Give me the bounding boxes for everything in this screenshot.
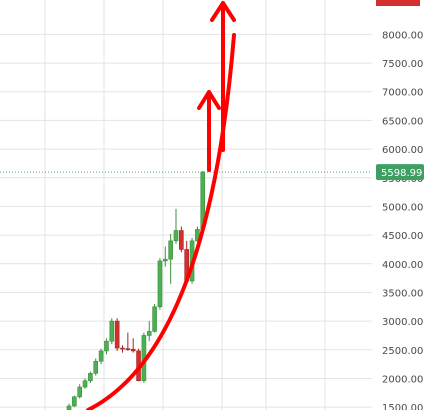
candle-body <box>98 350 104 362</box>
candle <box>104 338 109 355</box>
candle-body <box>88 373 93 382</box>
candle <box>72 395 77 408</box>
top-price-tag <box>376 0 420 6</box>
y-tick-label: 7500.00 <box>382 59 423 70</box>
y-tick-label: 4000.00 <box>382 260 423 271</box>
candle <box>109 318 115 345</box>
candle-body <box>66 405 72 410</box>
annotation-curve <box>86 33 236 410</box>
candle-body <box>109 320 115 342</box>
annotations <box>86 1 236 410</box>
candle-body <box>179 230 184 250</box>
candle-body <box>157 260 163 308</box>
candle-body <box>125 348 131 350</box>
candle <box>93 358 99 376</box>
candle <box>157 258 163 310</box>
candle <box>114 318 120 351</box>
candle <box>146 321 152 342</box>
candle-body <box>72 396 77 407</box>
candle <box>168 233 173 284</box>
annotation-arrow-short <box>197 90 221 172</box>
candle <box>152 303 157 333</box>
annotation-arrow-tall <box>210 1 236 152</box>
candle-body <box>93 360 99 374</box>
y-tick-label: 2000.00 <box>382 374 423 385</box>
candle-body <box>163 258 168 262</box>
candle <box>173 208 179 244</box>
y-tick-label: 3000.00 <box>382 317 423 328</box>
y-axis[interactable]: 1500.00 2000.00 2500.00 3000.00 3500.00 4000.… <box>382 30 423 410</box>
candle <box>77 384 82 399</box>
current-price-tag: 5598.99 <box>376 164 424 181</box>
candle-body <box>77 386 82 398</box>
y-tick-label: 6000.00 <box>382 145 423 156</box>
candle-body <box>82 380 88 388</box>
candle-body <box>168 240 173 260</box>
candle <box>98 348 104 365</box>
price-tag-bg <box>376 164 424 181</box>
candle <box>88 371 93 384</box>
y-tick-label: 6500.00 <box>382 116 423 127</box>
candle <box>125 332 131 351</box>
candle-body <box>114 320 120 349</box>
price-tag-label: 5598.99 <box>381 168 422 179</box>
candle <box>82 378 88 389</box>
y-tick-label: 7000.00 <box>382 88 423 99</box>
y-tick-label: 5000.00 <box>382 202 423 213</box>
grid <box>0 0 372 410</box>
candle-body <box>146 331 152 336</box>
candle <box>66 403 72 410</box>
candle <box>179 226 184 253</box>
y-tick-label: 3500.00 <box>382 288 423 299</box>
y-tick-label: 8000.00 <box>382 30 423 41</box>
candle-body <box>104 340 109 352</box>
candle <box>163 246 168 267</box>
candle <box>130 338 136 353</box>
candle-body <box>120 347 125 350</box>
candle-body <box>173 230 179 242</box>
candle-body <box>152 306 157 332</box>
y-tick-label: 1500.00 <box>382 403 423 410</box>
y-tick-label: 2500.00 <box>382 346 423 357</box>
candle-body <box>130 348 136 352</box>
candle <box>120 345 125 353</box>
y-tick-label: 4500.00 <box>382 231 423 242</box>
